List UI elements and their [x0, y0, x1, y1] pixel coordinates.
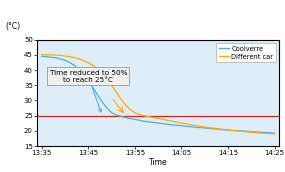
Text: (°C): (°C) — [6, 22, 21, 31]
Text: Temperature in the car: Temperature in the car — [91, 15, 226, 25]
Legend: Coolverre, Different car: Coolverre, Different car — [216, 43, 276, 62]
X-axis label: Time: Time — [149, 158, 168, 167]
Text: Time reduced to 50%
to reach 25°C: Time reduced to 50% to reach 25°C — [50, 70, 127, 112]
